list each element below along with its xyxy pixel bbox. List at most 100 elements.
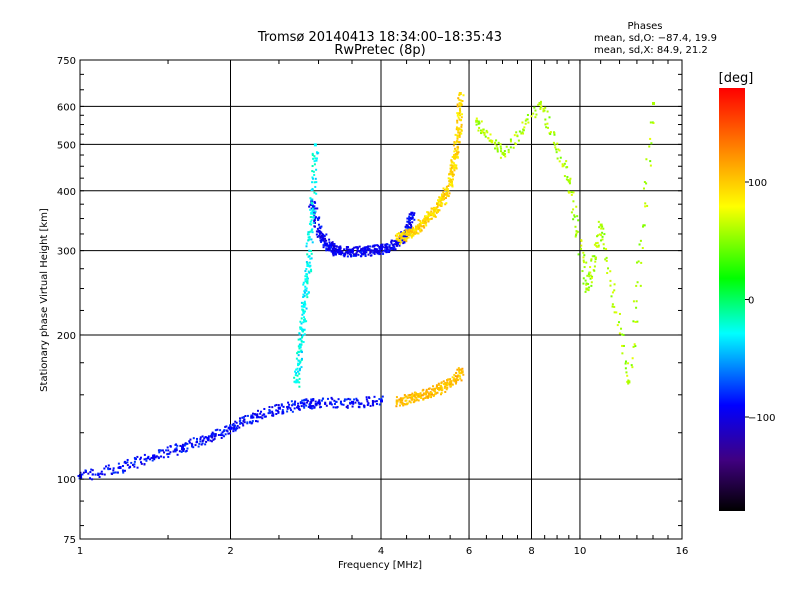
data-point bbox=[312, 158, 314, 160]
data-point bbox=[347, 252, 349, 254]
data-point bbox=[446, 384, 448, 386]
data-point bbox=[308, 206, 310, 208]
data-point bbox=[124, 461, 126, 463]
data-point bbox=[365, 255, 367, 257]
data-point bbox=[516, 134, 518, 136]
data-point bbox=[399, 405, 401, 407]
data-point bbox=[652, 122, 654, 124]
data-point bbox=[199, 440, 201, 442]
data-point bbox=[451, 167, 453, 169]
data-point bbox=[295, 374, 297, 376]
data-point bbox=[513, 147, 515, 149]
data-point bbox=[644, 205, 646, 207]
data-point bbox=[435, 207, 437, 209]
data-point bbox=[459, 102, 461, 104]
data-point bbox=[400, 402, 402, 404]
data-point bbox=[444, 391, 446, 393]
data-point bbox=[119, 466, 122, 469]
data-point bbox=[317, 219, 319, 221]
data-point bbox=[625, 360, 627, 362]
data-point bbox=[621, 352, 623, 354]
data-point bbox=[310, 250, 312, 252]
data-point bbox=[152, 455, 155, 458]
data-point bbox=[281, 405, 283, 407]
data-point bbox=[644, 202, 646, 204]
data-point bbox=[601, 232, 603, 234]
data-point bbox=[311, 253, 313, 255]
data-point bbox=[603, 243, 605, 245]
data-point bbox=[414, 400, 416, 402]
data-point bbox=[447, 194, 449, 196]
data-point bbox=[312, 178, 314, 180]
data-point bbox=[325, 233, 327, 235]
data-point bbox=[299, 369, 301, 371]
data-point bbox=[99, 473, 101, 475]
x-tick-label: 1 bbox=[77, 546, 83, 557]
data-point bbox=[500, 148, 502, 150]
y-axis-label: Stationary phase Virtual Height [km] bbox=[39, 208, 50, 392]
data-point bbox=[650, 121, 652, 123]
phases-x-line: mean, sd,X: 84.9, 21.2 bbox=[594, 45, 708, 56]
data-point bbox=[533, 107, 535, 109]
data-point bbox=[334, 403, 336, 405]
x-tick-label: 16 bbox=[676, 546, 689, 557]
data-point bbox=[318, 401, 321, 404]
data-point bbox=[432, 385, 434, 387]
data-point bbox=[424, 218, 427, 221]
data-point bbox=[85, 469, 87, 471]
data-point bbox=[510, 140, 512, 142]
data-point bbox=[124, 470, 126, 472]
data-point bbox=[556, 151, 558, 153]
data-point bbox=[207, 437, 210, 440]
data-point bbox=[583, 277, 585, 279]
data-point bbox=[215, 435, 217, 437]
data-point bbox=[532, 113, 534, 115]
data-point bbox=[583, 261, 585, 263]
data-point bbox=[527, 114, 529, 116]
data-point bbox=[553, 134, 555, 136]
data-point bbox=[600, 228, 602, 230]
data-point bbox=[306, 308, 308, 310]
data-point bbox=[309, 197, 311, 199]
data-point bbox=[481, 120, 483, 122]
data-point bbox=[316, 404, 318, 406]
data-point bbox=[202, 440, 204, 442]
colorbar-ticks: 1000−100 bbox=[745, 178, 775, 424]
data-point bbox=[314, 211, 316, 213]
data-point bbox=[411, 221, 413, 223]
data-point bbox=[459, 378, 461, 380]
data-point bbox=[497, 151, 499, 153]
data-point bbox=[458, 99, 460, 101]
x-tick-label: 4 bbox=[378, 546, 384, 557]
data-point bbox=[453, 374, 455, 376]
data-point bbox=[103, 468, 105, 470]
data-point bbox=[310, 269, 312, 271]
data-point bbox=[403, 231, 405, 233]
data-point bbox=[303, 305, 306, 308]
data-point bbox=[304, 295, 306, 297]
data-point bbox=[633, 300, 635, 302]
data-point bbox=[458, 117, 460, 119]
data-point bbox=[340, 401, 342, 403]
data-point bbox=[314, 163, 316, 165]
data-point bbox=[380, 245, 382, 247]
data-point bbox=[413, 212, 415, 214]
data-point bbox=[239, 420, 241, 422]
data-point bbox=[581, 270, 583, 272]
data-point bbox=[560, 157, 562, 159]
data-point bbox=[306, 253, 308, 255]
data-point bbox=[407, 226, 409, 228]
data-point bbox=[221, 437, 223, 439]
data-point bbox=[287, 408, 289, 410]
data-point bbox=[347, 246, 349, 248]
data-point bbox=[457, 103, 459, 105]
data-point bbox=[566, 166, 568, 168]
data-point bbox=[510, 139, 512, 141]
data-point bbox=[600, 239, 602, 241]
data-point bbox=[222, 434, 224, 436]
data-point bbox=[614, 283, 616, 285]
data-point bbox=[395, 405, 397, 407]
data-point bbox=[191, 445, 193, 447]
data-point bbox=[459, 136, 461, 138]
data-point bbox=[457, 132, 459, 134]
